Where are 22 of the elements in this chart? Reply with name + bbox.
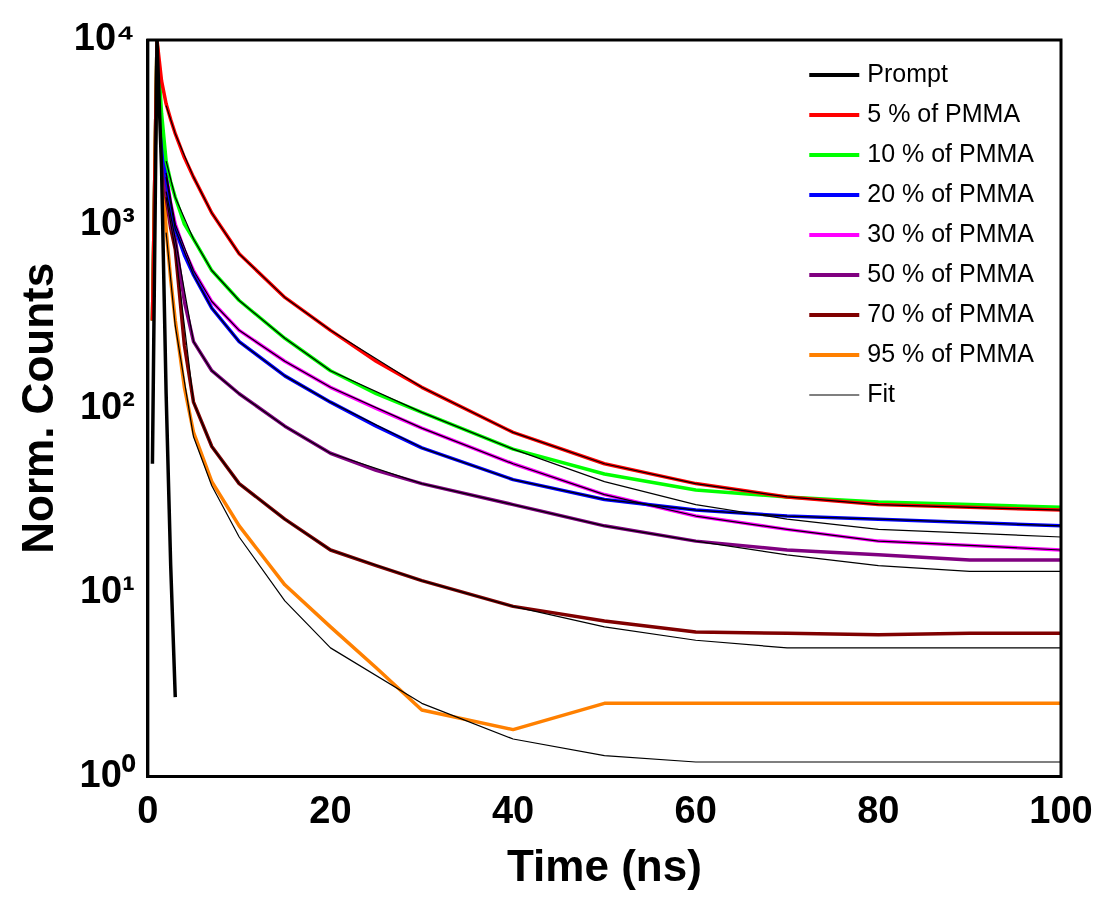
x-tick-label: 40: [491, 788, 535, 831]
y-tick-label: 10³: [79, 200, 135, 243]
x-tick-label: 60: [674, 788, 717, 831]
y-tick-label: 10²: [79, 384, 135, 427]
y-tick-label: 10⁰: [79, 753, 136, 796]
x-tick-label: 20: [309, 788, 352, 831]
y-axis-title: Norm. Counts: [12, 262, 62, 554]
legend-label: 95 % of PMMA: [867, 338, 1035, 367]
legend-label: 50 % of PMMA: [867, 258, 1035, 287]
x-tick-label: 100: [1029, 788, 1093, 831]
x-axis-title: Time (ns): [507, 840, 702, 890]
legend-label: 30 % of PMMA: [867, 218, 1035, 247]
y-tick-label: 10⁴: [73, 16, 135, 59]
x-tick-label: 0: [137, 788, 159, 831]
x-tick-label: 80: [857, 788, 900, 831]
legend-label: Fit: [867, 378, 896, 407]
legend-label: 5 % of PMMA: [867, 98, 1021, 127]
legend-label: 70 % of PMMA: [867, 298, 1035, 327]
legend-label: 10 % of PMMA: [867, 138, 1035, 167]
legend-label: Prompt: [867, 58, 948, 87]
y-tick-label: 10¹: [79, 568, 135, 611]
legend-label: 20 % of PMMA: [867, 178, 1035, 207]
